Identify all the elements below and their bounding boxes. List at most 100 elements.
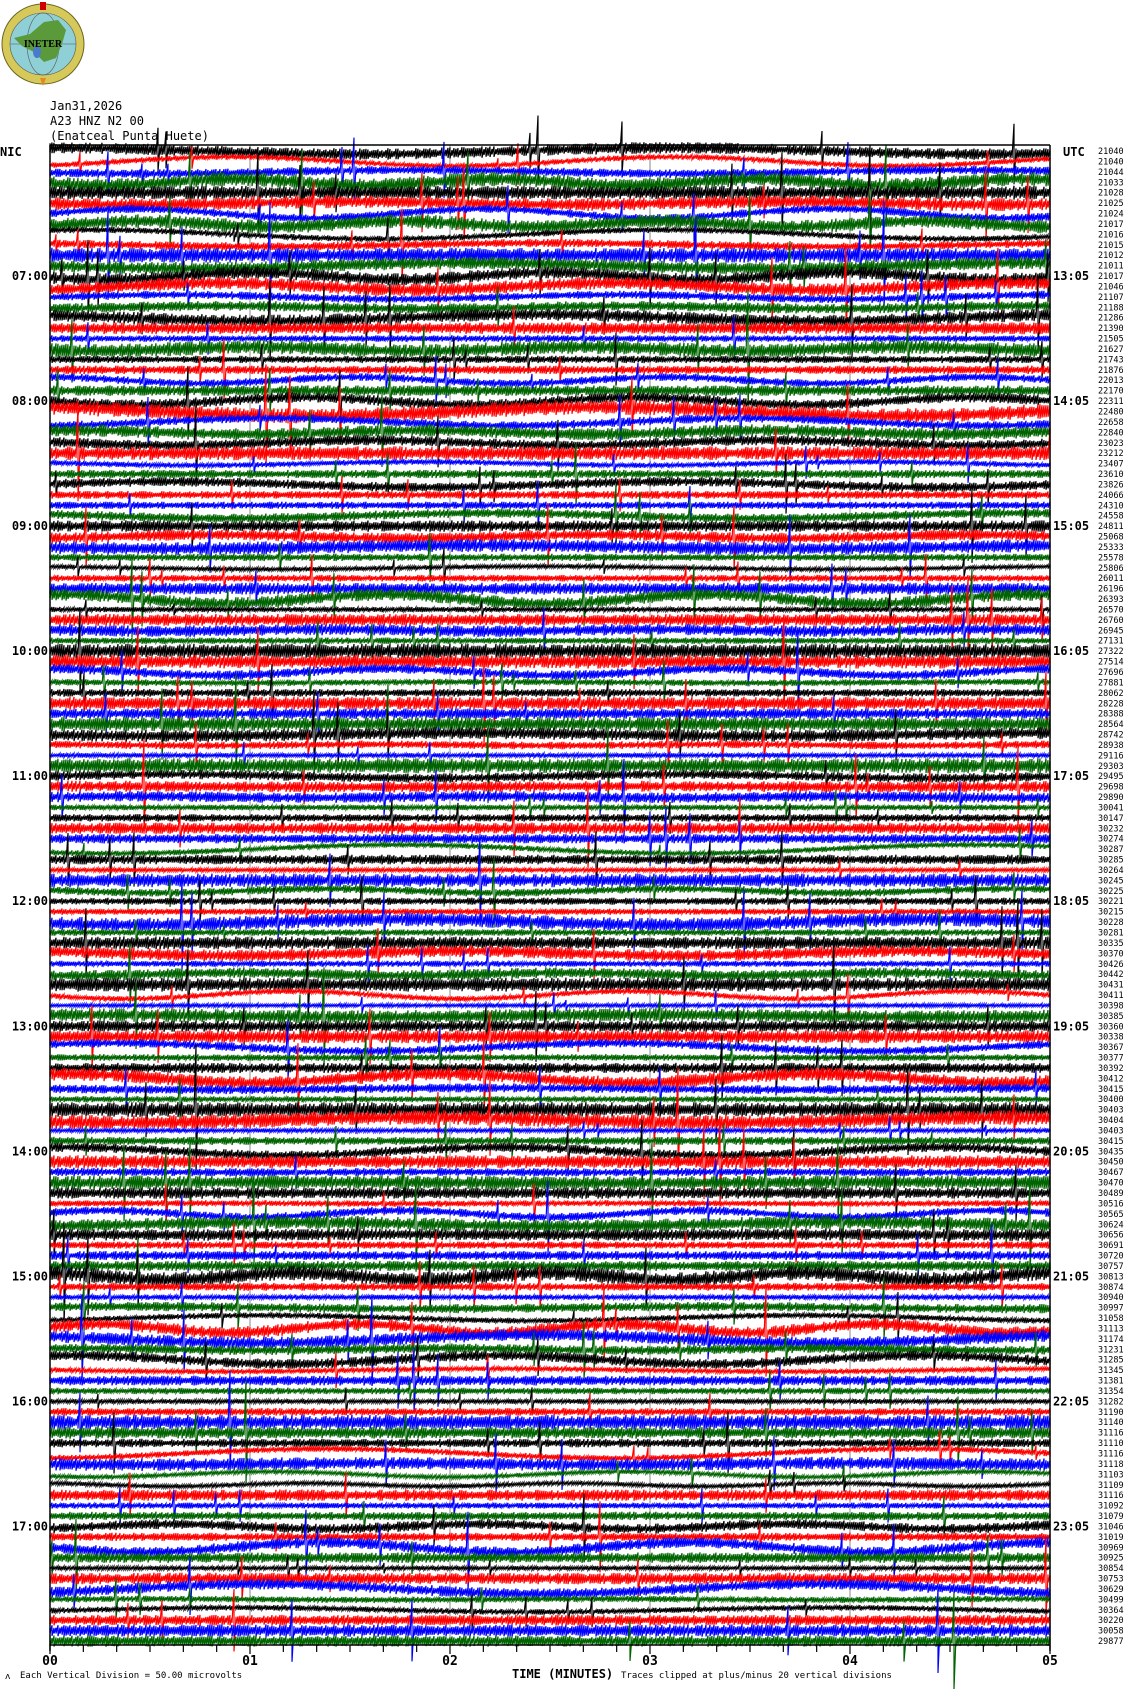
trace-row xyxy=(49,453,1051,514)
trace-row xyxy=(49,1119,1051,1187)
trace-row xyxy=(49,1164,1051,1222)
nic-hour-label: 07:00 xyxy=(12,269,48,283)
trace-value-label: 28742 xyxy=(1098,731,1124,741)
trace-value-label: 29303 xyxy=(1098,762,1124,772)
trace-value-label: 30404 xyxy=(1098,1116,1124,1126)
trace-value-label: 31345 xyxy=(1098,1366,1124,1376)
trace-row xyxy=(49,244,1051,335)
trace-value-label: 30228 xyxy=(1098,918,1124,928)
trace-row xyxy=(49,936,1051,1033)
trace-row xyxy=(49,673,1051,775)
trace-value-label: 30415 xyxy=(1098,1085,1124,1095)
trace-row xyxy=(49,1588,1051,1674)
trace-value-label: 30370 xyxy=(1098,949,1124,959)
location-label: (Enatceal Punta Huete) xyxy=(50,129,209,143)
trace-row xyxy=(49,973,1051,1021)
trace-row xyxy=(49,1495,1051,1538)
trace-row xyxy=(49,333,1051,386)
trace-row xyxy=(49,591,1051,628)
nic-hour-label: 09:00 xyxy=(12,519,48,533)
trace-value-label: 25333 xyxy=(1098,543,1124,553)
trace-row xyxy=(49,1044,1051,1175)
trace-value-label: 22311 xyxy=(1098,397,1124,407)
trace-row xyxy=(49,1387,1051,1416)
trace-value-label: 21286 xyxy=(1098,314,1124,324)
trace-row xyxy=(49,830,1051,889)
trace-row xyxy=(49,143,1051,186)
trace-value-label: 23826 xyxy=(1098,480,1124,490)
nic-hour-label: 12:00 xyxy=(12,894,48,908)
trace-row xyxy=(49,1518,1051,1597)
trace-value-label: 21017 xyxy=(1098,272,1124,282)
trace-value-label: 21012 xyxy=(1098,251,1124,261)
trace-row xyxy=(49,1501,1051,1573)
trace-value-label: 30435 xyxy=(1098,1147,1124,1157)
trace-row xyxy=(49,1294,1051,1387)
utc-hour-label: 18:05 xyxy=(1053,894,1089,908)
trace-value-label: 30426 xyxy=(1098,960,1124,970)
trace-value-label: 23212 xyxy=(1098,449,1124,459)
x-tick-label: 04 xyxy=(842,1654,858,1669)
trace-row xyxy=(49,928,1051,980)
trace-row xyxy=(49,443,1051,505)
trace-value-label: 29890 xyxy=(1098,793,1124,803)
trace-row xyxy=(49,162,1051,244)
trace-value-label: 30415 xyxy=(1098,1137,1124,1147)
trace-value-label: 30400 xyxy=(1098,1095,1124,1105)
trace-value-label: 30691 xyxy=(1098,1241,1124,1251)
trace-row xyxy=(49,614,1051,709)
trace-value-label: 28564 xyxy=(1098,720,1124,730)
x-tick-label: 05 xyxy=(1042,1654,1058,1669)
trace-row xyxy=(49,758,1051,837)
trace-row xyxy=(49,720,1051,770)
trace-value-label: 21024 xyxy=(1098,210,1124,220)
trace-row xyxy=(49,827,1051,864)
trace-value-label: 30285 xyxy=(1098,856,1124,866)
trace-row xyxy=(49,1380,1051,1485)
trace-row xyxy=(49,741,1051,770)
trace-row xyxy=(49,944,1051,983)
trace-value-label: 31140 xyxy=(1098,1418,1124,1428)
nic-hour-label: 15:00 xyxy=(12,1269,48,1283)
trace-value-label: 30281 xyxy=(1098,929,1124,939)
trace-row xyxy=(49,200,1051,310)
trace-row xyxy=(49,270,1051,325)
trace-value-label: 31109 xyxy=(1098,1481,1124,1491)
trace-value-label: 27696 xyxy=(1098,668,1124,678)
right-timezone-label: UTC xyxy=(1063,145,1085,159)
trace-row xyxy=(49,367,1051,414)
trace-row xyxy=(49,1320,1051,1380)
axes: 00 01 02 03 04 05 xyxy=(42,144,1058,1669)
trace-value-label: 30813 xyxy=(1098,1272,1124,1282)
trace-row xyxy=(49,607,1051,696)
trace-value-label: 30364 xyxy=(1098,1606,1124,1616)
trace-row xyxy=(49,1222,1051,1325)
utc-hour-label: 22:05 xyxy=(1053,1394,1089,1408)
trace-row xyxy=(49,1116,1051,1145)
trace-row xyxy=(49,1469,1051,1500)
trace-value-label: 26011 xyxy=(1098,574,1124,584)
trace-row xyxy=(49,532,1051,583)
scale-icon: ᴧ xyxy=(5,1672,11,1682)
trace-row xyxy=(49,899,1051,986)
trace-row xyxy=(49,990,1051,1021)
trace-row xyxy=(49,1471,1051,1519)
trace-value-label: 30385 xyxy=(1098,1012,1124,1022)
trace-value-label: 31118 xyxy=(1098,1460,1124,1470)
trace-row xyxy=(49,394,1051,450)
trace-value-label: 30221 xyxy=(1098,897,1124,907)
trace-value-label: 30392 xyxy=(1098,1064,1124,1074)
trace-value-label: 30245 xyxy=(1098,876,1124,886)
trace-value-label: 22170 xyxy=(1098,387,1124,397)
trace-row xyxy=(49,558,1051,638)
trace-value-label: 21028 xyxy=(1098,189,1124,199)
trace-value-label: 30489 xyxy=(1098,1189,1124,1199)
trace-value-label: 21876 xyxy=(1098,366,1124,376)
trace-value-label: 26570 xyxy=(1098,605,1124,615)
trace-value-label: 21390 xyxy=(1098,324,1124,334)
trace-row xyxy=(49,1035,1051,1080)
trace-row xyxy=(49,1538,1051,1619)
trace-row xyxy=(49,1005,1051,1069)
trace-row xyxy=(49,728,1051,804)
trace-row xyxy=(49,1078,1051,1120)
